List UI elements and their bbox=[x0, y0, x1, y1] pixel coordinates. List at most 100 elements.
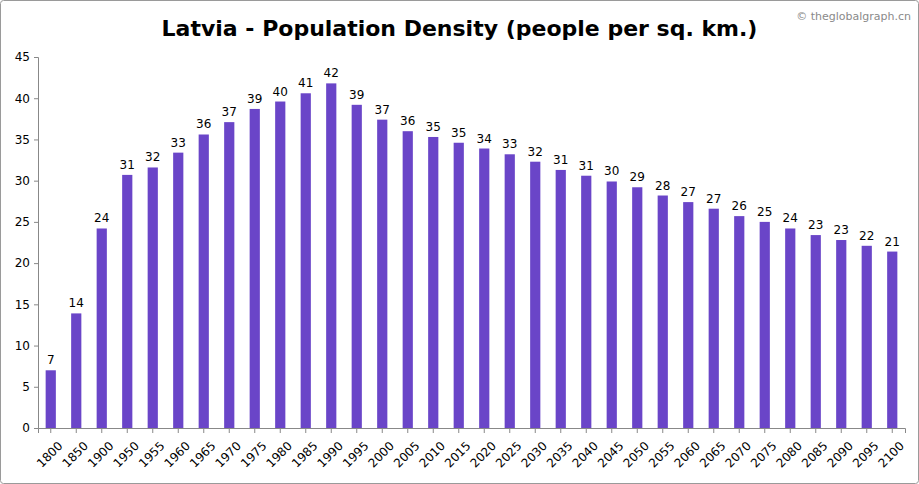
x-tick: 2030 bbox=[518, 428, 549, 470]
data-label: 32 bbox=[145, 150, 160, 164]
y-tick: 10 bbox=[15, 339, 38, 353]
x-axis-line bbox=[39, 429, 906, 434]
x-tick-label: 2040 bbox=[569, 439, 600, 470]
x-tick-mark bbox=[509, 428, 510, 433]
x-tick-mark bbox=[229, 428, 230, 433]
bar bbox=[352, 105, 362, 428]
bar bbox=[709, 209, 719, 428]
bar bbox=[46, 370, 56, 428]
x-tick-label: 1990 bbox=[314, 439, 345, 470]
x-axis: 1800185019001950195519601965197019751980… bbox=[34, 428, 907, 470]
x-tick-label: 1965 bbox=[187, 439, 218, 470]
y-tick-mark bbox=[34, 181, 38, 182]
x-tick: 2025 bbox=[493, 428, 524, 470]
bar bbox=[377, 120, 387, 428]
data-label: 25 bbox=[757, 205, 772, 219]
bar bbox=[479, 149, 489, 428]
x-tick: 1960 bbox=[161, 428, 192, 470]
data-label: 37 bbox=[222, 105, 237, 119]
x-tick: 2065 bbox=[697, 428, 728, 470]
x-tick-label: 2070 bbox=[722, 439, 753, 470]
x-tick-mark bbox=[841, 428, 842, 433]
x-tick-label: 2100 bbox=[875, 439, 906, 470]
data-label: 36 bbox=[400, 114, 415, 128]
x-tick-mark bbox=[586, 428, 587, 433]
x-tick: 2040 bbox=[569, 428, 600, 470]
y-tick: 35 bbox=[15, 133, 38, 147]
x-tick: 1975 bbox=[238, 428, 269, 470]
title: Latvia - Population Density (people per … bbox=[162, 16, 758, 41]
data-label: 23 bbox=[808, 218, 823, 232]
bar bbox=[71, 313, 81, 428]
y-tick-mark bbox=[34, 304, 38, 305]
y-tick-mark bbox=[34, 387, 38, 388]
data-label: 40 bbox=[273, 85, 288, 99]
y-tick-label: 5 bbox=[22, 380, 30, 394]
bar bbox=[275, 102, 285, 428]
data-label: 42 bbox=[324, 66, 339, 80]
x-tick-mark bbox=[611, 428, 612, 433]
x-tick-mark bbox=[892, 428, 893, 433]
bar bbox=[556, 170, 566, 428]
x-tick: 1800 bbox=[34, 428, 65, 470]
bar bbox=[326, 83, 336, 428]
x-tick-label: 2000 bbox=[365, 439, 396, 470]
data-label: 22 bbox=[859, 229, 874, 243]
y-tick: 45 bbox=[15, 50, 38, 64]
x-tick: 2080 bbox=[773, 428, 804, 470]
data-label: 41 bbox=[298, 76, 313, 90]
y-tick: 20 bbox=[15, 256, 38, 270]
data-label: 24 bbox=[783, 211, 798, 225]
x-tick-label: 1900 bbox=[85, 439, 116, 470]
y-tick-mark bbox=[34, 346, 38, 347]
x-tick: 2095 bbox=[850, 428, 881, 470]
x-tick-label: 2035 bbox=[544, 439, 575, 470]
x-tick: 1995 bbox=[340, 428, 371, 470]
data-label: 39 bbox=[247, 92, 262, 106]
data-label: 30 bbox=[604, 164, 619, 178]
x-tick-mark bbox=[866, 428, 867, 433]
data-label: 39 bbox=[349, 88, 364, 102]
x-tick-mark bbox=[152, 428, 153, 433]
x-tick-mark bbox=[356, 428, 357, 433]
bar bbox=[632, 187, 642, 428]
y-tick-label: 40 bbox=[15, 92, 30, 106]
bar bbox=[122, 175, 132, 428]
y-tick-mark bbox=[34, 222, 38, 223]
data-label: 26 bbox=[732, 199, 747, 213]
x-tick: 2090 bbox=[824, 428, 855, 470]
bar bbox=[862, 246, 872, 428]
x-tick-label: 2055 bbox=[646, 439, 677, 470]
x-tick-label: 2020 bbox=[467, 439, 498, 470]
x-tick-mark bbox=[127, 428, 128, 433]
data-label: 31 bbox=[579, 159, 594, 173]
bar bbox=[607, 181, 617, 428]
annotation: © theglobalgraph.cn bbox=[796, 10, 911, 23]
x-tick-label: 2015 bbox=[442, 439, 473, 470]
data-label: 28 bbox=[655, 179, 670, 193]
x-tick: 2010 bbox=[416, 428, 447, 470]
x-tick-mark bbox=[688, 428, 689, 433]
data-label: 7 bbox=[47, 353, 55, 367]
data-label: 21 bbox=[885, 235, 900, 249]
bar bbox=[428, 137, 438, 428]
x-tick-label: 2090 bbox=[824, 439, 855, 470]
x-tick-mark bbox=[458, 428, 459, 433]
bar bbox=[658, 196, 668, 428]
bars bbox=[46, 83, 898, 428]
bar bbox=[199, 134, 209, 428]
bar bbox=[811, 235, 821, 428]
bar bbox=[530, 162, 540, 428]
x-tick: 2000 bbox=[365, 428, 396, 470]
x-tick-label: 2065 bbox=[697, 439, 728, 470]
x-tick: 2075 bbox=[748, 428, 779, 470]
bar bbox=[403, 131, 413, 428]
x-tick: 1900 bbox=[85, 428, 116, 470]
y-tick-label: 0 bbox=[22, 421, 30, 435]
data-label: 27 bbox=[706, 192, 721, 206]
data-label: 35 bbox=[426, 120, 441, 134]
y-tick-label: 20 bbox=[15, 256, 30, 270]
x-tick-label: 2050 bbox=[620, 439, 651, 470]
x-tick-label: 1950 bbox=[110, 439, 141, 470]
y-axis-line bbox=[34, 58, 39, 429]
